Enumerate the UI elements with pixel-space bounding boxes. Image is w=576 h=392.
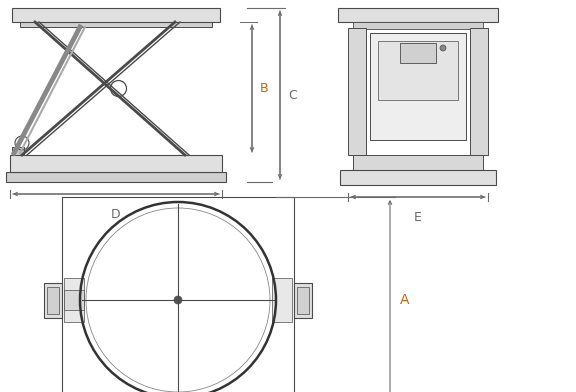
Bar xyxy=(400,43,436,63)
Bar xyxy=(44,283,62,318)
Bar xyxy=(348,28,366,155)
Bar xyxy=(370,33,466,140)
Bar xyxy=(338,8,498,22)
Bar xyxy=(10,155,222,172)
Bar xyxy=(470,28,488,155)
Bar xyxy=(20,22,212,27)
Text: D: D xyxy=(111,208,121,221)
Bar xyxy=(12,147,24,155)
Bar xyxy=(297,287,309,314)
Circle shape xyxy=(440,45,446,51)
Bar xyxy=(294,283,312,318)
Bar xyxy=(62,197,294,392)
Text: E: E xyxy=(414,211,422,224)
Bar xyxy=(47,287,59,314)
Bar xyxy=(12,8,220,22)
Bar xyxy=(378,41,458,100)
Bar xyxy=(353,155,483,170)
Text: B: B xyxy=(260,82,268,95)
Bar xyxy=(64,278,84,322)
Text: A: A xyxy=(400,293,410,307)
Circle shape xyxy=(174,296,182,304)
Bar xyxy=(353,22,483,29)
Bar xyxy=(64,290,84,310)
Bar xyxy=(6,172,226,182)
Bar xyxy=(340,170,496,185)
Bar xyxy=(272,278,292,322)
Text: C: C xyxy=(288,89,297,102)
